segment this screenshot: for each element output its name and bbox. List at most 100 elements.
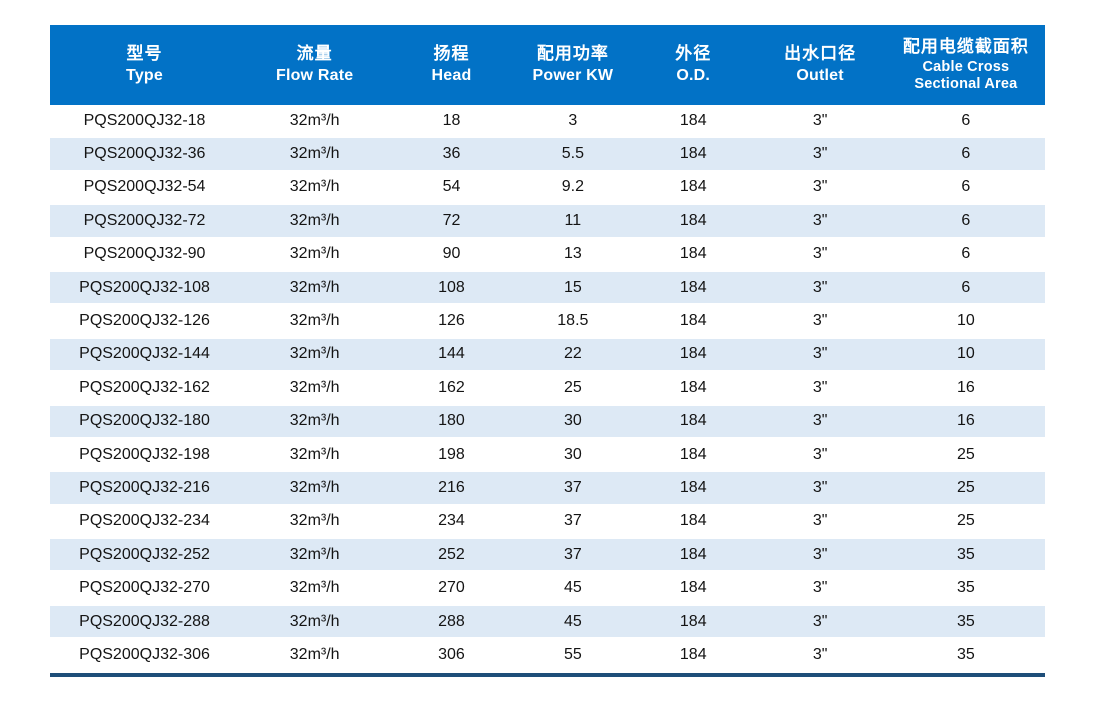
cell-flow-rate: 32m³/h xyxy=(239,639,391,673)
cell-flow-rate: 32m³/h xyxy=(239,605,391,640)
table-row: PQS200QJ32-144 32m³/h 144 22 184 3" 10 xyxy=(50,338,1045,373)
cell-cable-area: 6 xyxy=(886,205,1045,239)
cell-type: PQS200QJ32-108 xyxy=(50,271,240,306)
cell-head: 180 xyxy=(390,405,513,439)
col-header-od-en: O.D. xyxy=(676,67,711,85)
cell-flow-rate: 32m³/h xyxy=(239,438,391,473)
table-row: PQS200QJ32-306 32m³/h 306 55 184 3" 35 xyxy=(50,639,1045,673)
pump-spec-table: 型号 Type 流量 Flow Rate 扬程 Head 配用功率 Power … xyxy=(50,25,1045,673)
cell-od: 184 xyxy=(633,639,754,673)
cell-head: 252 xyxy=(390,539,513,573)
cell-outlet: 3" xyxy=(753,105,887,139)
cell-outlet: 3" xyxy=(753,539,887,573)
cell-flow-rate: 32m³/h xyxy=(239,372,391,406)
cell-flow-rate: 32m³/h xyxy=(239,138,391,172)
cell-outlet: 3" xyxy=(753,372,887,406)
cell-type: PQS200QJ32-126 xyxy=(50,305,240,339)
cell-power: 37 xyxy=(512,472,634,506)
cell-head: 36 xyxy=(390,138,513,172)
cell-type: PQS200QJ32-54 xyxy=(50,171,240,206)
cell-power: 13 xyxy=(512,238,634,272)
cell-flow-rate: 32m³/h xyxy=(239,171,391,206)
cell-cable-area: 35 xyxy=(886,605,1045,640)
cell-head: 144 xyxy=(390,338,513,373)
table-row: PQS200QJ32-54 32m³/h 54 9.2 184 3" 6 xyxy=(50,171,1045,206)
cell-flow-rate: 32m³/h xyxy=(239,572,391,606)
cell-od: 184 xyxy=(633,539,754,573)
table-bottom-rule xyxy=(50,672,1045,677)
table-row: PQS200QJ32-234 32m³/h 234 37 184 3" 25 xyxy=(50,505,1045,540)
cell-od: 184 xyxy=(633,605,754,640)
col-header-power-en: Power KW xyxy=(532,67,614,85)
table-row: PQS200QJ32-198 32m³/h 198 30 184 3" 25 xyxy=(50,438,1045,473)
cell-flow-rate: 32m³/h xyxy=(239,539,391,573)
cell-power: 37 xyxy=(512,505,634,540)
cell-cable-area: 25 xyxy=(886,505,1045,540)
col-header-head: 扬程 Head xyxy=(390,25,513,105)
col-header-od: 外径 O.D. xyxy=(633,25,754,105)
cell-cable-area: 35 xyxy=(886,639,1045,673)
spec-table-container: 型号 Type 流量 Flow Rate 扬程 Head 配用功率 Power … xyxy=(50,25,1045,677)
cell-flow-rate: 32m³/h xyxy=(239,505,391,540)
cell-od: 184 xyxy=(633,171,754,206)
cell-od: 184 xyxy=(633,138,754,172)
cell-outlet: 3" xyxy=(753,138,887,172)
table-row: PQS200QJ32-36 32m³/h 36 5.5 184 3" 6 xyxy=(50,138,1045,172)
table-row: PQS200QJ32-180 32m³/h 180 30 184 3" 16 xyxy=(50,405,1045,439)
col-header-cable-area-en-line1: Cable Cross xyxy=(922,59,1010,76)
table-header: 型号 Type 流量 Flow Rate 扬程 Head 配用功率 Power … xyxy=(50,25,1045,105)
cell-type: PQS200QJ32-288 xyxy=(50,605,240,640)
cell-type: PQS200QJ32-18 xyxy=(50,105,240,139)
table-body: PQS200QJ32-18 32m³/h 18 3 184 3" 6 PQS20… xyxy=(50,105,1045,673)
cell-head: 198 xyxy=(390,438,513,473)
col-header-head-en: Head xyxy=(431,67,472,85)
cell-power: 11 xyxy=(512,205,634,239)
col-header-type-en: Type xyxy=(126,67,163,85)
col-header-outlet: 出水口径 Outlet xyxy=(753,25,887,105)
cell-od: 184 xyxy=(633,338,754,373)
cell-type: PQS200QJ32-162 xyxy=(50,372,240,406)
cell-cable-area: 6 xyxy=(886,271,1045,306)
cell-outlet: 3" xyxy=(753,271,887,306)
cell-power: 45 xyxy=(512,605,634,640)
table-row: PQS200QJ32-162 32m³/h 162 25 184 3" 16 xyxy=(50,372,1045,406)
cell-outlet: 3" xyxy=(753,405,887,439)
cell-cable-area: 16 xyxy=(886,372,1045,406)
col-header-cable-area-zh: 配用电缆截面积 xyxy=(902,37,1029,57)
cell-od: 184 xyxy=(633,205,754,239)
cell-od: 184 xyxy=(633,472,754,506)
col-header-flow-rate: 流量 Flow Rate xyxy=(239,25,391,105)
col-header-od-zh: 外径 xyxy=(675,44,712,64)
col-header-cable-area: 配用电缆截面积 Cable Cross Sectional Area xyxy=(886,25,1045,105)
cell-type: PQS200QJ32-216 xyxy=(50,472,240,506)
cell-cable-area: 6 xyxy=(886,238,1045,272)
cell-type: PQS200QJ32-72 xyxy=(50,205,240,239)
cell-power: 5.5 xyxy=(512,138,634,172)
table-row: PQS200QJ32-216 32m³/h 216 37 184 3" 25 xyxy=(50,472,1045,506)
cell-od: 184 xyxy=(633,372,754,406)
cell-cable-area: 6 xyxy=(886,138,1045,172)
table-row: PQS200QJ32-270 32m³/h 270 45 184 3" 35 xyxy=(50,572,1045,606)
cell-od: 184 xyxy=(633,305,754,339)
cell-type: PQS200QJ32-144 xyxy=(50,338,240,373)
cell-outlet: 3" xyxy=(753,639,887,673)
cell-power: 30 xyxy=(512,405,634,439)
cell-outlet: 3" xyxy=(753,472,887,506)
cell-head: 108 xyxy=(390,271,513,306)
table-row: PQS200QJ32-108 32m³/h 108 15 184 3" 6 xyxy=(50,271,1045,306)
cell-od: 184 xyxy=(633,238,754,272)
cell-cable-area: 35 xyxy=(886,539,1045,573)
cell-outlet: 3" xyxy=(753,605,887,640)
cell-od: 184 xyxy=(633,405,754,439)
cell-flow-rate: 32m³/h xyxy=(239,205,391,239)
col-header-cable-area-en-line2: Sectional Area xyxy=(914,76,1018,93)
cell-head: 18 xyxy=(390,105,513,139)
cell-power: 9.2 xyxy=(512,171,634,206)
cell-head: 54 xyxy=(390,171,513,206)
cell-head: 306 xyxy=(390,639,513,673)
cell-outlet: 3" xyxy=(753,238,887,272)
table-row: PQS200QJ32-252 32m³/h 252 37 184 3" 35 xyxy=(50,539,1045,573)
cell-flow-rate: 32m³/h xyxy=(239,105,391,139)
cell-cable-area: 10 xyxy=(886,305,1045,339)
